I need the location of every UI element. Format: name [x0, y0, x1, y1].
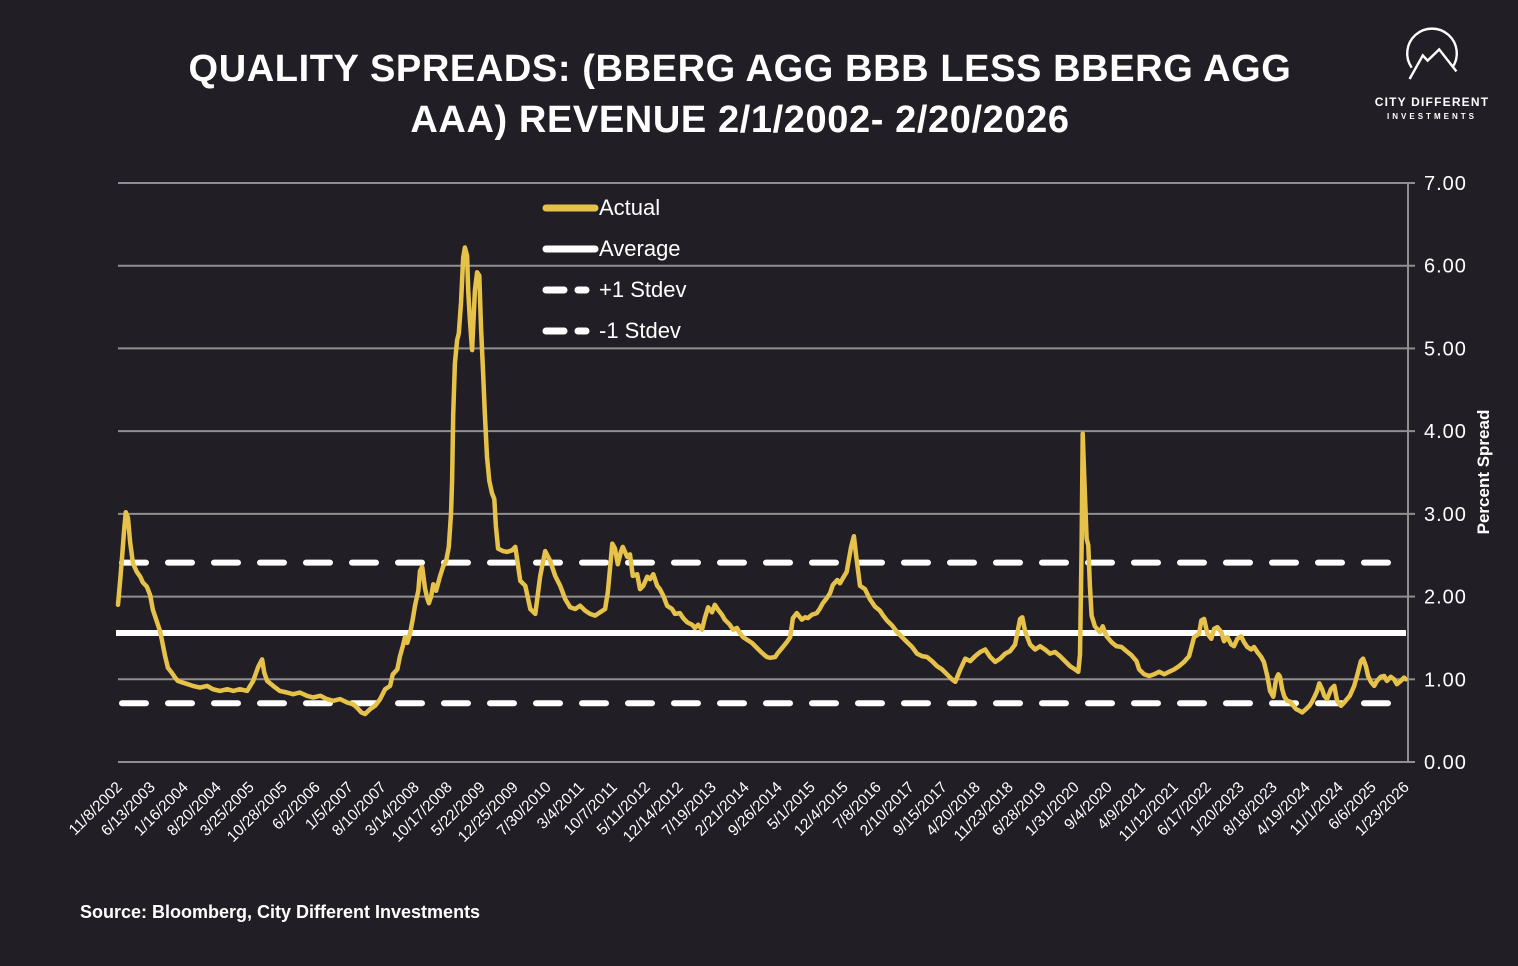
average-line-sample-icon: [542, 245, 599, 253]
minus1-stdev-sample-icon: [542, 327, 599, 335]
plus1-stdev-sample-icon: [542, 286, 599, 294]
right-axis: [1407, 182, 1415, 763]
svg-text:2.00: 2.00: [1424, 587, 1467, 609]
page-title: QUALITY SPREADS: (BBERG AGG BBB LESS BBE…: [90, 44, 1390, 147]
company-logo: CITY DIFFERENT INVESTMENTS: [1370, 22, 1494, 121]
page-title-line1: QUALITY SPREADS: (BBERG AGG BBB LESS BBE…: [188, 48, 1292, 90]
legend-item-plus1-stdev: +1 Stdev: [542, 277, 687, 302]
x-axis-labels: 11/8/20026/13/20031/16/20048/20/20043/25…: [66, 779, 1413, 846]
logo-name-text: CITY DIFFERENT: [1374, 95, 1490, 109]
legend-label-actual: Actual: [599, 195, 661, 220]
series-actual-line: [115, 245, 1409, 717]
svg-text:4.00: 4.00: [1424, 421, 1467, 443]
y-axis-labels: 0.00 1.00 2.00 3.00 4.00 5.00 6.00 7.00: [1424, 173, 1467, 774]
svg-text:6.00: 6.00: [1424, 256, 1467, 278]
mountain-circle-logo-icon: [1406, 27, 1458, 80]
svg-text:7.00: 7.00: [1424, 173, 1467, 195]
legend-label-average: Average: [599, 236, 681, 261]
svg-text:0.00: 0.00: [1424, 752, 1467, 774]
svg-text:5.00: 5.00: [1424, 338, 1467, 360]
svg-text:3.00: 3.00: [1424, 504, 1467, 526]
legend-item-minus1-stdev: -1 Stdev: [542, 318, 686, 343]
source-text: Source: Bloomberg, City Different Invest…: [80, 902, 481, 922]
legend-item-actual: Actual: [542, 195, 686, 220]
actual-line-sample-icon: [542, 204, 599, 212]
legend-label-minus1-stdev: -1 Stdev: [599, 318, 681, 343]
legend-label-plus1-stdev: +1 Stdev: [599, 277, 687, 302]
page-title-line2: AAA) REVENUE 2/1/2002- 2/20/2026: [410, 99, 1070, 142]
gridlines: [118, 182, 1408, 763]
svg-text:1.00: 1.00: [1424, 669, 1467, 691]
y-axis-title: Percent Spread: [1474, 410, 1493, 535]
chart-legend: Actual Average +1 Stdev -1 Stdev: [542, 195, 687, 343]
logo-sub-text: INVESTMENTS: [1387, 112, 1477, 121]
legend-item-average: Average: [542, 236, 686, 261]
